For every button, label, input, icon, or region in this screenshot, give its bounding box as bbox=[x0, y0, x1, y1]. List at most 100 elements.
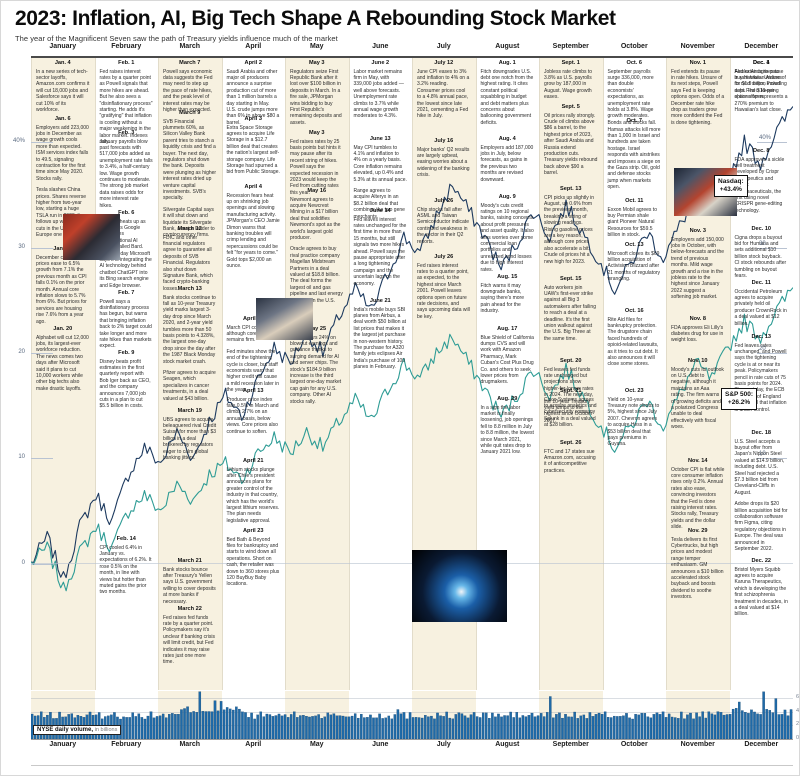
gridline-right bbox=[757, 142, 787, 144]
volume-bar bbox=[716, 711, 720, 740]
volume-bar bbox=[747, 713, 750, 740]
annotation-date: Aug. 29 bbox=[497, 396, 518, 402]
series-line-s-p-500 bbox=[31, 287, 793, 592]
bottom-rule bbox=[31, 765, 793, 766]
annotation-date: Oct. 6 bbox=[626, 60, 643, 66]
volume-bar bbox=[283, 714, 287, 740]
volume-bar bbox=[140, 717, 144, 740]
annotation-date: Jan. 6 bbox=[54, 116, 71, 122]
volume-bar bbox=[155, 716, 159, 740]
annotation-date: Jan. 4 bbox=[54, 60, 71, 66]
volume-bar bbox=[594, 714, 598, 740]
annotation-text: Lithium stocks plunge after Chile's pres… bbox=[226, 466, 280, 524]
volume-bar bbox=[774, 698, 778, 740]
annotation-block: March 13 Bank stocks continue to fall as … bbox=[163, 286, 217, 402]
annotation-text: Fed raises fed funds rate by a quarter p… bbox=[163, 614, 215, 666]
volume-bar bbox=[710, 713, 714, 740]
annotation-text: Producer price index falls 0.5% in March… bbox=[226, 396, 279, 435]
annotation-text: CPI cooled 6.4% in January vs. expectati… bbox=[99, 544, 152, 596]
annotation-block: May 3 Fed raises rates by 25 basis points… bbox=[290, 130, 344, 196]
annotation-block: Nov. 10 Moody's cuts its outlook on U.S. … bbox=[671, 358, 725, 431]
volume-bar bbox=[296, 717, 299, 740]
gridline bbox=[31, 352, 53, 354]
volume-bar bbox=[506, 715, 509, 740]
volume-bar bbox=[780, 714, 784, 740]
volume-bar bbox=[789, 709, 793, 740]
month-band bbox=[158, 58, 222, 690]
volume-bar bbox=[561, 717, 564, 740]
annotation-text: India's mobile buys SBI planes from Airb… bbox=[353, 306, 407, 371]
annotation-text: Newmont agrees to acquire Newcrest Minin… bbox=[290, 196, 341, 241]
annotation-date: July 16 bbox=[434, 138, 454, 144]
annotation-text: In a new series of tech-sector layoffs, … bbox=[36, 68, 90, 113]
annotation-text: Tesla delivers its first Cybertrucks, bu… bbox=[671, 536, 724, 601]
volume-bar bbox=[369, 714, 372, 740]
annotation-text: CPI picks up slightly in August, up 0.6%… bbox=[544, 194, 595, 265]
volume-bar bbox=[259, 711, 262, 740]
volume-bar bbox=[530, 712, 534, 740]
annotation-block: Nov. 8 FDA approves Eli Lilly's diabetes … bbox=[671, 316, 725, 344]
annotation-date: April 4 bbox=[244, 184, 262, 190]
volume-bar bbox=[622, 715, 625, 740]
annotation-text: FTC and 17 states sue Amazon.com, accusi… bbox=[544, 448, 596, 474]
volume-bar bbox=[573, 711, 576, 740]
volume-tick-label: 4 bbox=[796, 707, 800, 714]
volume-bar bbox=[619, 716, 622, 740]
y-tick-label: 10 bbox=[18, 454, 25, 461]
volume-bar bbox=[241, 711, 244, 740]
volume-month-may: May bbox=[309, 741, 324, 748]
annotation-date: Sept. 26 bbox=[560, 440, 582, 446]
volume-bar bbox=[667, 713, 671, 740]
month-divider bbox=[348, 58, 350, 690]
volume-month-row: January February March April May June July Augu… bbox=[31, 741, 793, 753]
volume-bar bbox=[146, 715, 150, 740]
annotation-date: Dec. 10 bbox=[751, 226, 772, 232]
annotation-text: Microsoft closes its $69 billion acquisi… bbox=[607, 250, 661, 283]
volume-bar bbox=[280, 715, 284, 740]
volume-bar bbox=[637, 714, 640, 740]
volume-bar bbox=[515, 712, 519, 740]
annotation-date: Jan. 12 bbox=[53, 246, 72, 252]
annotation-block: Sept. 5 Oil prices rally strongly. Crude … bbox=[544, 104, 598, 177]
annotation-text: September payrolls surge 336,000, more t… bbox=[607, 68, 657, 126]
annotation-date: April 13 bbox=[242, 388, 264, 394]
volume-tick-label: 6 bbox=[796, 693, 800, 700]
annotation-text: Occidental Petroleum agrees to acquire p… bbox=[734, 288, 787, 327]
y-tick-label: 40% bbox=[12, 138, 25, 145]
volume-bar bbox=[207, 711, 211, 740]
annotation-text: UBS agrees to acquire beleaguered rival … bbox=[163, 416, 217, 461]
volume-bar bbox=[222, 709, 226, 740]
volume-bar bbox=[320, 718, 323, 740]
volume-bar bbox=[670, 716, 674, 740]
volume-bar bbox=[628, 717, 631, 740]
volume-tick-label: 2 bbox=[796, 721, 800, 728]
volume-bar bbox=[317, 714, 320, 740]
y-tick-label: 30 bbox=[18, 243, 25, 250]
gridline bbox=[31, 142, 53, 144]
volume-bar bbox=[472, 712, 476, 740]
volume-bar bbox=[244, 712, 247, 740]
volume-bar bbox=[600, 713, 604, 740]
y-tick-label: 0 bbox=[21, 559, 25, 566]
gridline-right bbox=[757, 352, 787, 354]
volume-bar bbox=[357, 717, 360, 740]
annotation-text: Exxon Mobil agrees to buy Permian shale … bbox=[607, 206, 657, 239]
annotation-block: Feb. 7 Powell says a disinflationary proc… bbox=[100, 290, 154, 350]
volume-bar bbox=[609, 717, 613, 740]
volume-bar bbox=[274, 715, 278, 740]
volume-bar bbox=[542, 716, 546, 740]
annotation-date: Oct. 16 bbox=[624, 308, 644, 314]
sp500-callout-value: +26.2% bbox=[727, 399, 751, 406]
annotation-text: December consumer prices ease to 6.5% gr… bbox=[36, 254, 87, 325]
month-header-december: December bbox=[744, 43, 779, 50]
annotation-date: March 13 bbox=[177, 286, 202, 292]
volume-bar bbox=[485, 712, 488, 740]
volume-bar bbox=[338, 715, 342, 740]
annotation-block: Sept. 20 Fed leaves fed funds rate unchan… bbox=[544, 358, 598, 424]
volume-bar bbox=[469, 714, 473, 740]
annotation-block: June 14 Fed leaves interest rates unchang… bbox=[354, 208, 408, 287]
volume-gridline bbox=[31, 711, 793, 713]
annotation-block: April 23 Bed Bath & Beyond files for bank… bbox=[227, 528, 281, 588]
annotation-block: Dec. 10 Cigna drops a buyout bid for Huma… bbox=[735, 226, 789, 279]
